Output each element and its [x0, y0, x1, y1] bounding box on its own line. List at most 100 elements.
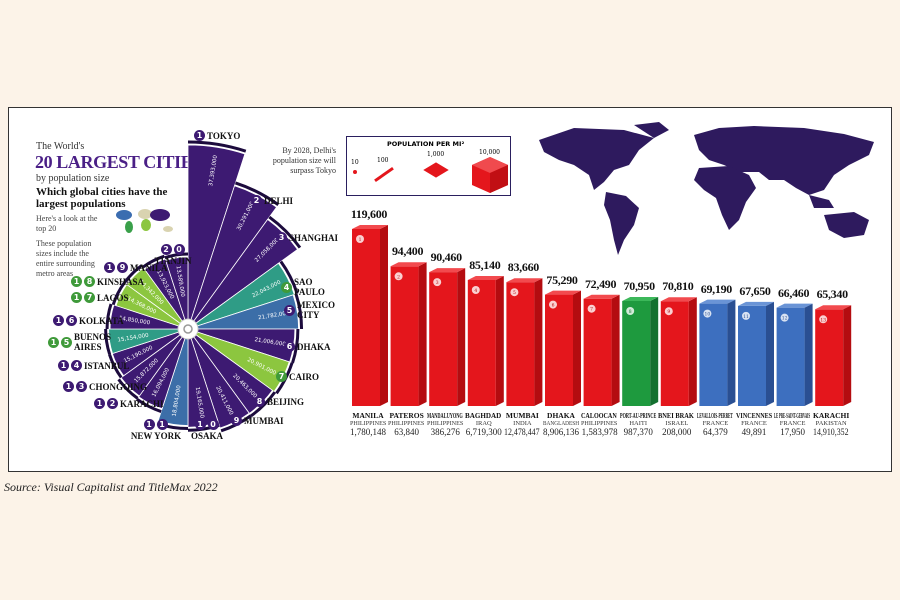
bar-country-text: PHILIPPINES [581, 420, 618, 427]
bar-rank-number: 12 [782, 316, 788, 322]
intro-note: These population sizes include the entir… [36, 239, 95, 278]
bar-population: 386,276 [427, 427, 464, 437]
density-bar-side [727, 299, 736, 406]
bar-country-text: IRAQ [475, 420, 492, 427]
bar-rank-icon [356, 235, 364, 243]
city-name: SAO PAULO [294, 277, 325, 297]
wedge-rim [294, 293, 304, 330]
rank-badge: 2 [160, 244, 172, 255]
intro-pre: The World's [36, 141, 85, 152]
rank-badge: 4 [71, 360, 82, 371]
bar-country: FRANCE [774, 420, 811, 428]
city-label-osaka: 1 0 OSAKA [187, 419, 227, 441]
bar-population-text: 8,906,136 [543, 427, 579, 437]
bar-country: ISRAEL [658, 420, 695, 428]
city-label-manila: 1 9 MANILA [104, 262, 168, 273]
bar-population: 17,950 [774, 428, 811, 437]
wedge-rim [250, 391, 277, 418]
bar-population-text: 1,583,978 [581, 427, 618, 437]
bar-rank-icon [664, 307, 673, 316]
rank-badge: 8 [84, 276, 95, 287]
city-label-dhaka: 6 DHAKA [284, 341, 331, 352]
legend-cube-10000 [472, 157, 508, 193]
wedge-value-label: 15,154,000 [117, 333, 150, 344]
density-bar [776, 307, 805, 406]
intro-look: Here's a look at the top 20 [36, 214, 98, 233]
density-bar-top [545, 290, 581, 295]
bar-population: 987,370 [620, 428, 657, 437]
bar-value-label: 65,340 [816, 287, 849, 302]
bar-country: IRAQ [465, 420, 502, 428]
wedge-value-label: 37,393,000 [208, 154, 219, 187]
bar-rank-icon [587, 304, 596, 313]
city-label-mexico-city: 5 MEXICO CITY [284, 300, 347, 320]
city-label-mumbai: 9 MUMBAI [231, 415, 284, 426]
bar-city: PORT-AU-PRINCE [620, 412, 657, 420]
bar-city: CALOOCAN [581, 412, 618, 420]
bar-city-text: VINCENNES [735, 411, 772, 420]
bar-city-text: MANDALUYONG [426, 411, 463, 420]
mini-world-map [116, 209, 173, 233]
wedge-rim [234, 181, 280, 206]
intro-question: Which global cities have the largest pop… [36, 186, 168, 210]
city-label-karachi: 1 2 KARACHI [94, 398, 164, 409]
bar-category-label: MANILA PHILIPPINES 1,780,148 [350, 411, 387, 437]
bar-country-text: PAKISTAN [815, 420, 847, 427]
bar-category-label: CALOOCAN PHILIPPINES 1,583,978 [581, 412, 618, 437]
rank-badge: 1 [71, 276, 82, 287]
wedge-value-label: 18,804,000 [172, 384, 183, 417]
city-label-new-york: 1 1 NEW YORK [127, 419, 185, 441]
density-bar [390, 266, 419, 406]
density-legend: POPULATION PER MI² 10 100 1,000 10,000 [346, 136, 511, 196]
city-label-lagos: 1 7 LAGOS [71, 292, 129, 303]
radial-population-chart: 37,393,00030,291,00027,058,00022,043,000… [104, 140, 304, 433]
city-name: LAGOS [97, 292, 129, 303]
density-bar-top [583, 294, 620, 299]
density-bar-top [429, 268, 466, 273]
bar-population: 208,000 [658, 428, 695, 437]
wedge-rim [164, 252, 189, 260]
rank-badge: 1 [104, 262, 115, 273]
bar-value-label: 69,190 [700, 281, 733, 296]
wedge-rim [117, 378, 139, 400]
bar-city-text: PORT-AU-PRINCE [619, 411, 656, 420]
wedge-rim [105, 303, 113, 330]
bar-rank-icon [433, 278, 442, 287]
bar-rank-icon [626, 306, 635, 315]
bar-population: 1,583,978 [581, 427, 618, 437]
bar-city-text: MANILA [352, 411, 384, 420]
density-bar-top [352, 225, 388, 229]
bar-country-text: FRANCE [702, 420, 729, 427]
wedge-rim [279, 260, 299, 295]
bar-rank-number: 8 [629, 309, 632, 315]
bar-population-text: 386,276 [430, 427, 460, 437]
city-label-sao-paulo: 4 SAO PAULO [281, 277, 344, 297]
rank-badge: 0 [207, 419, 219, 430]
bar-country-text: INDIA [513, 420, 532, 427]
bar-city: MUMBAI [504, 412, 541, 420]
density-bar-side [766, 301, 774, 406]
rank-badge: 1 [58, 360, 69, 371]
city-name: MEXICO CITY [297, 300, 335, 320]
bar-country: PHILIPPINES [427, 420, 464, 428]
bar-city: LE PRE-SAINT-GERVAIS [774, 412, 811, 420]
bar-population: 12,478,447 [504, 428, 541, 437]
bar-country: PAKISTAN [813, 420, 850, 428]
density-bar [467, 279, 496, 406]
density-bar-top [622, 296, 659, 301]
bar-population: 14,910,352 [813, 428, 850, 437]
wedge-chongqing [120, 328, 189, 397]
wedge-rim [142, 254, 165, 269]
rank-badge: 4 [281, 281, 292, 293]
density-bar-side [380, 225, 388, 406]
city-name: KARACHI [120, 398, 164, 409]
bar-category-label: LE PRE-SAINT-GERVAIS FRANCE 17,950 [774, 412, 811, 437]
bar-rank-number: 13 [820, 317, 826, 323]
density-bar-top [776, 303, 813, 308]
rank-badge: 1 [53, 315, 64, 326]
city-name: DHAKA [297, 341, 331, 352]
bar-rank-icon [742, 311, 750, 320]
wedge-sao-paulo [187, 262, 295, 330]
city-name: ISTANBUL [84, 360, 130, 371]
wedge-value-label: 19,165,000 [194, 387, 205, 420]
